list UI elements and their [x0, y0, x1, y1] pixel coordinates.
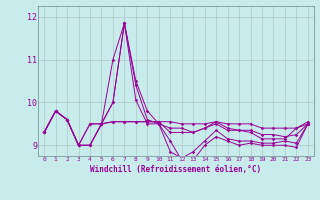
X-axis label: Windchill (Refroidissement éolien,°C): Windchill (Refroidissement éolien,°C)	[91, 165, 261, 174]
